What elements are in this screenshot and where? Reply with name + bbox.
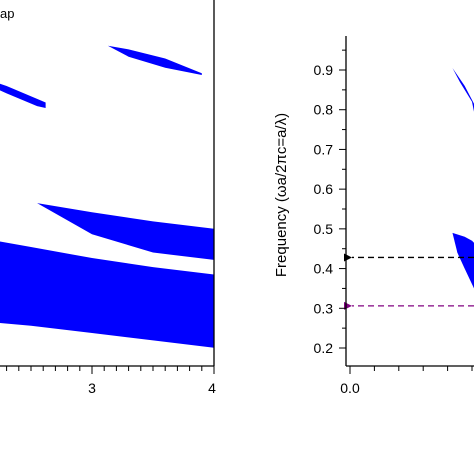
right-y-tick-label: 0.7 [314,141,334,157]
left-band-region-3 [107,45,202,76]
right-y-tick-label: 0.3 [314,300,334,316]
left-x-tick-label: 3 [88,380,96,396]
left-chart-title-fragment: ap [0,6,14,21]
left-x-tick-label: 4 [208,380,216,396]
right-band-region-0 [452,68,474,112]
left-band-region-0 [0,241,214,348]
right-y-axis-label: Frequency (ωa/2πc=a/λ) [273,113,290,277]
left-minor-ticks [6,366,215,374]
right-x-ticks: 0.0 [340,366,360,396]
right-band-chart: Frequency (ωa/2πc=a/λ) 0.20.30.40.50.60.… [273,36,474,396]
right-y-ticks: 0.2 0.3 0.4 0.5 0.6 0.7 0.8 0.9 [314,49,346,356]
right-minor-x-ticks [373,366,473,371]
right-y-tick-label: 0.9 [314,62,334,78]
right-y-tick-label: 0.6 [314,181,334,197]
left-band-regions [0,45,214,348]
right-reference-arrows [344,253,474,310]
right-band-region-1 [452,232,474,289]
left-band-region-1 [37,203,214,260]
right-y-tick-label: 0.8 [314,102,334,118]
left-band-region-2 [0,83,46,108]
right-band-regions [452,68,474,289]
right-x-tick-label: 0.0 [340,380,360,396]
right-y-tick-label: 0.2 [314,340,334,356]
right-y-tick-label: 0.4 [314,261,334,277]
right-y-tick-label: 0.5 [314,221,334,237]
